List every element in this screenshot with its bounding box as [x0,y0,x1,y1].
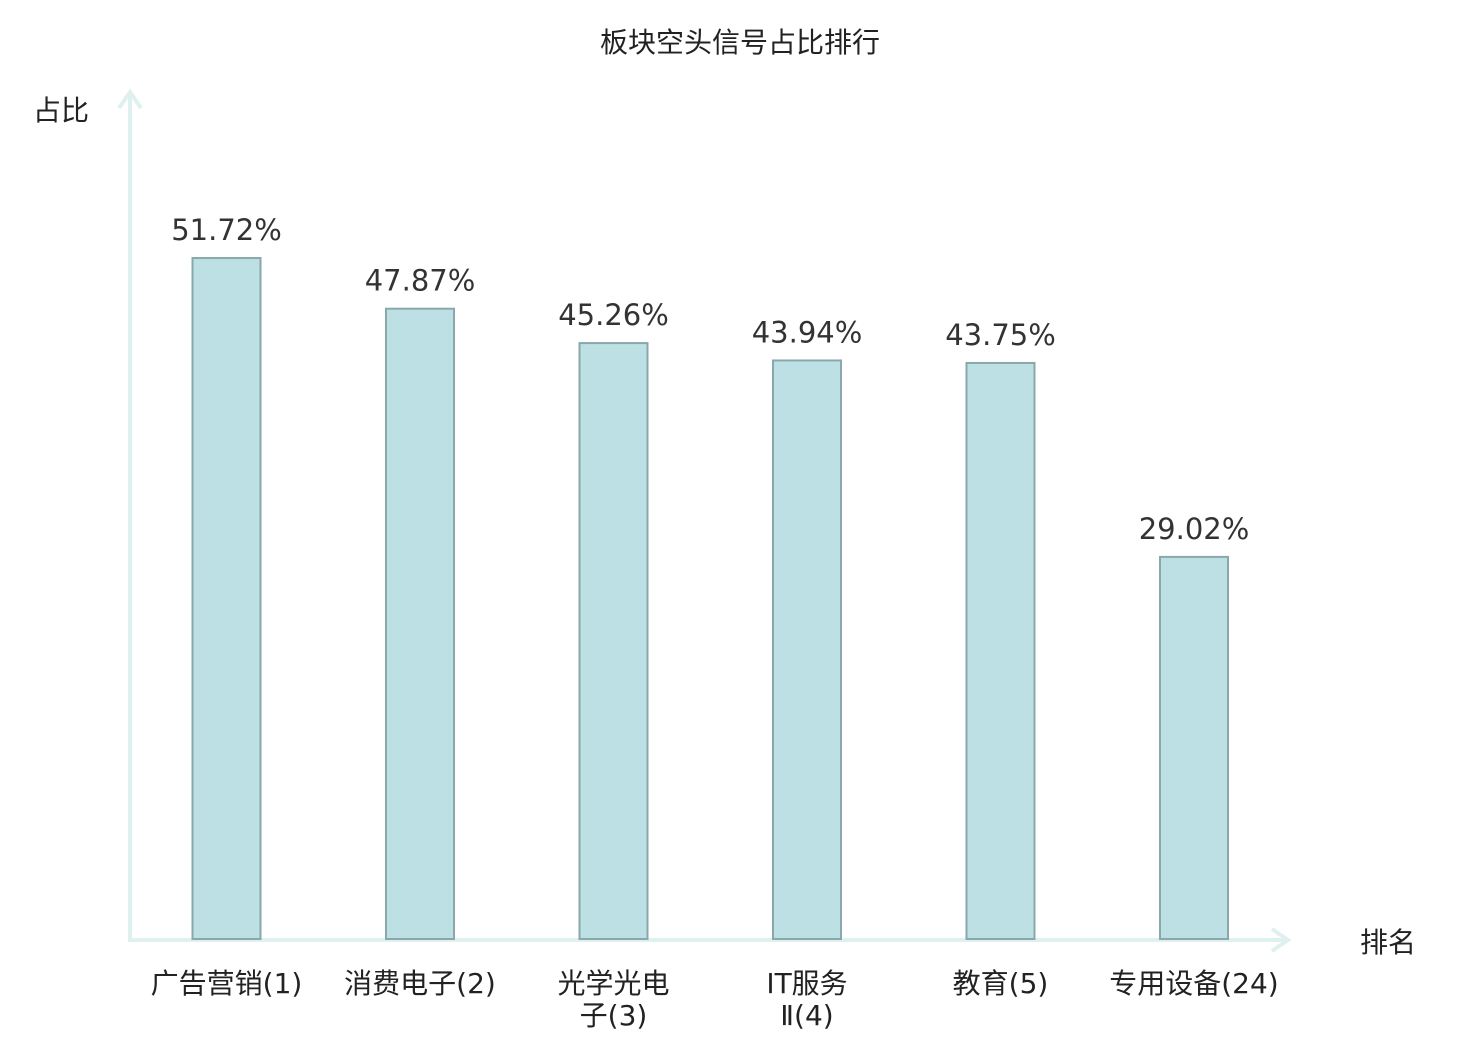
x-tick-label: 广告营销(1) [151,967,303,1000]
x-tick-label: IT服务 [766,967,847,1000]
bar [578,342,649,940]
x-tick-label: 教育(5) [953,967,1049,1000]
bar-value-label: 47.87% [365,264,476,298]
bar-value-label: 43.75% [945,318,1056,352]
bar [385,307,455,940]
bar-value-label: 45.26% [558,298,669,332]
bar [965,361,1036,941]
x-tick-label: 光学光电 [557,967,669,1000]
chart-title: 板块空头信号占比排行 [600,26,880,59]
x-tick-label: 消费电子(2) [344,967,496,1000]
bar-value-label: 43.94% [752,315,863,349]
x-axis-arrow-icon [1270,927,1292,953]
bar [1159,555,1229,940]
y-axis-label: 占比 [33,94,89,127]
x-axis-label: 排名 [1360,926,1416,959]
bar-value-label: 51.72% [171,213,282,247]
bar [772,359,842,940]
x-tick-label: Ⅱ(4) [780,999,833,1032]
bar [191,257,262,940]
x-tick-label: 专用设备(24) [1109,967,1278,1000]
x-tick-label: 子(3) [580,999,648,1032]
bar-value-label: 29.02% [1139,512,1250,546]
y-axis-arrow-icon [117,88,143,110]
